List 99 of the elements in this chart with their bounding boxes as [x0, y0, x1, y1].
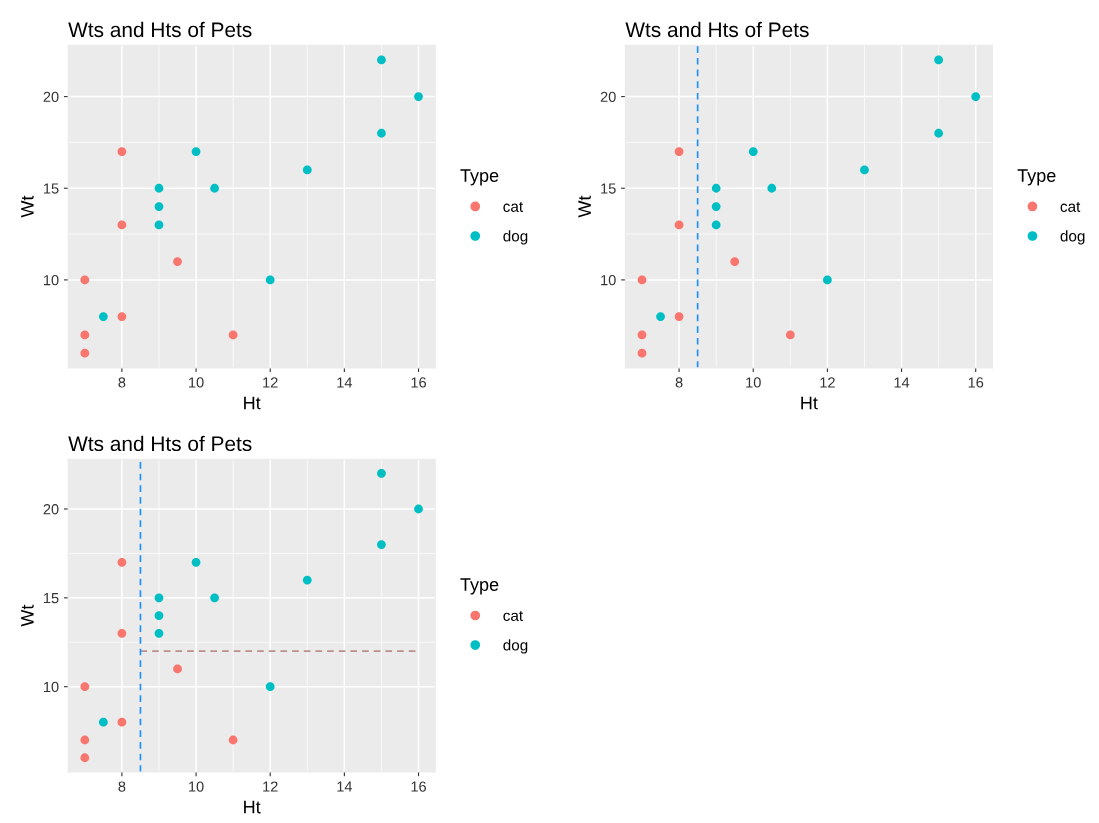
y-tick-label: 10	[44, 275, 59, 286]
x-tick-label: 12	[263, 781, 278, 792]
point	[674, 312, 684, 321]
x-tick-label: 8	[118, 781, 126, 792]
point	[210, 593, 219, 603]
point	[80, 682, 90, 692]
point	[711, 202, 721, 211]
point	[414, 92, 423, 101]
x-tick-label: 8	[675, 377, 683, 388]
point	[377, 540, 386, 549]
point	[711, 183, 721, 193]
x-tick-label: 14	[337, 377, 353, 388]
point	[656, 312, 665, 321]
y-tick-label: 10	[601, 275, 616, 286]
point	[228, 735, 238, 745]
point	[674, 220, 684, 230]
y-tick-label: 20	[600, 91, 616, 103]
x-axis-title: Ht	[244, 800, 261, 814]
x-tick-label: 16	[411, 377, 426, 388]
y-tick-label: 15	[44, 183, 59, 194]
x-tick-label: 10	[746, 377, 761, 388]
point	[302, 165, 312, 175]
chart-title: Wts and Hts of Pets	[68, 435, 252, 452]
x-tick-label: 12	[820, 377, 835, 388]
point	[117, 628, 127, 638]
point	[785, 330, 795, 340]
point	[117, 557, 127, 567]
x-tick-label: 10	[189, 377, 204, 388]
legend-label: dog	[1060, 230, 1085, 245]
point	[377, 128, 386, 138]
legend-label: dog	[503, 230, 528, 245]
point	[637, 330, 647, 340]
y-axis-title: Wt	[578, 195, 591, 218]
point	[767, 183, 777, 193]
point	[265, 682, 275, 692]
point	[154, 202, 164, 211]
point	[98, 312, 108, 321]
point	[637, 275, 647, 285]
point	[860, 165, 869, 175]
point	[265, 275, 275, 285]
x-tick-label: 8	[118, 377, 126, 388]
point	[191, 147, 201, 156]
x-tick-label: 16	[411, 781, 426, 792]
point	[154, 611, 164, 620]
point	[80, 275, 90, 285]
legend-title: Type	[460, 578, 499, 595]
point	[80, 753, 90, 763]
y-tick-label: 20	[43, 504, 59, 515]
point	[377, 55, 386, 65]
legend-label: cat	[1060, 201, 1081, 212]
x-tick-label: 16	[968, 377, 984, 388]
point	[971, 92, 981, 101]
point	[117, 220, 127, 230]
chart-title: Wts and Hts of Pets	[625, 21, 809, 38]
x-tick-label: 14	[894, 377, 910, 388]
y-tick-label: 15	[601, 183, 616, 194]
point	[154, 220, 164, 230]
legend-title: Type	[1017, 169, 1056, 186]
legend-label: cat	[503, 201, 524, 212]
point	[191, 557, 201, 567]
point	[117, 147, 127, 156]
point	[117, 717, 127, 727]
point	[748, 147, 758, 156]
point	[934, 128, 944, 138]
x-tick-label: 12	[263, 377, 278, 388]
y-tick-label: 15	[44, 593, 59, 604]
y-tick-label: 10	[44, 681, 59, 693]
point	[730, 257, 740, 266]
chart-title: Wts and Hts of Pets	[68, 21, 252, 38]
point	[80, 348, 90, 358]
point	[711, 220, 721, 230]
point	[154, 183, 164, 193]
point	[674, 147, 684, 156]
x-axis-title: Ht	[244, 396, 261, 410]
legend-title: Type	[460, 169, 499, 186]
x-axis-title: Ht	[801, 396, 818, 410]
point	[414, 504, 423, 514]
point	[98, 717, 108, 727]
y-tick-label: 20	[43, 91, 59, 103]
point	[80, 735, 90, 745]
point	[210, 183, 219, 193]
point	[154, 593, 164, 603]
point	[173, 257, 182, 266]
point	[154, 628, 164, 638]
y-axis-title: Wt	[21, 604, 34, 627]
legend-label: dog	[503, 639, 528, 654]
point	[637, 348, 647, 358]
point	[823, 275, 832, 285]
point	[377, 469, 386, 478]
y-axis-title: Wt	[21, 195, 34, 218]
x-tick-label: 10	[189, 781, 204, 792]
point	[80, 330, 90, 340]
point	[934, 55, 944, 65]
point	[302, 575, 312, 585]
point	[117, 312, 127, 321]
legend-label: cat	[503, 610, 524, 621]
point	[173, 664, 182, 674]
point	[228, 330, 238, 340]
x-tick-label: 14	[337, 781, 353, 792]
